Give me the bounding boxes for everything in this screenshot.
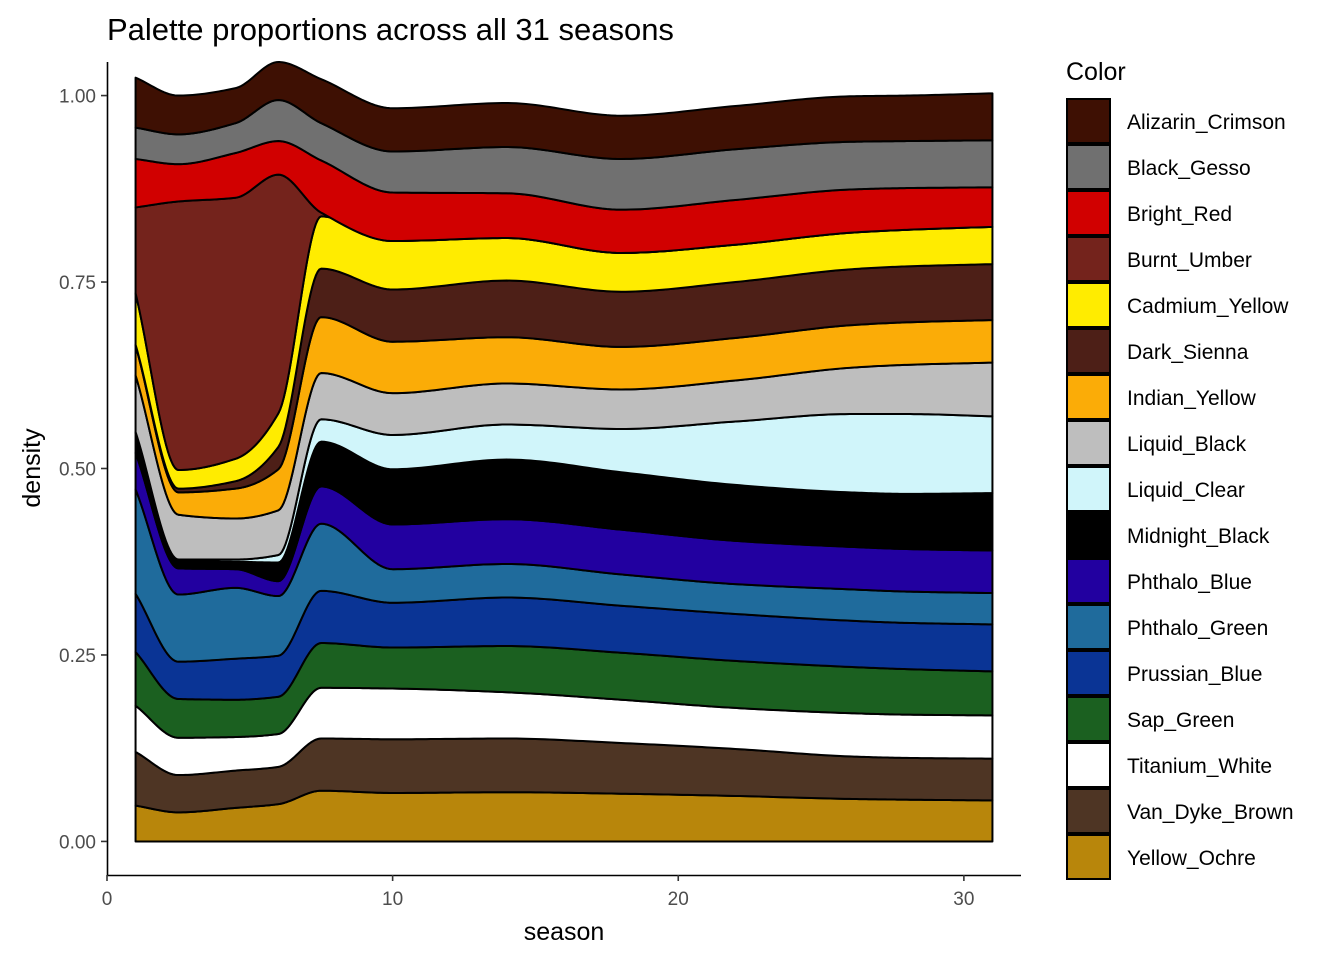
legend-phthalo-blue-label: Phthalo_Blue: [1127, 571, 1252, 594]
area-alizarin-crimson: [134, 61, 994, 160]
legend-titanium-white-swatch: [1066, 742, 1111, 788]
legend-bright-red-label: Bright_Red: [1127, 203, 1232, 226]
legend-van-dyke-brown-label: Van_Dyke_Brown: [1127, 801, 1294, 824]
legend-title: Color: [1066, 58, 1126, 86]
legend-burnt-umber-swatch: [1066, 236, 1111, 282]
legend-yellow-ochre-swatch: [1066, 834, 1111, 880]
legend-burnt-umber-label: Burnt_Umber: [1127, 249, 1252, 272]
y-tick-label: 0.25: [59, 646, 96, 667]
legend-indian-yellow-label: Indian_Yellow: [1127, 387, 1257, 410]
legend-yellow-ochre-label: Yellow_Ochre: [1127, 847, 1256, 870]
legend-liquid-black-swatch: [1066, 420, 1111, 466]
legend-alizarin-crimson-label: Alizarin_Crimson: [1127, 111, 1286, 134]
legend-dark-sienna-label: Dark_Sienna: [1127, 341, 1249, 364]
legend-alizarin-crimson-swatch: [1066, 98, 1111, 144]
legend-sap-green-swatch: [1066, 696, 1111, 742]
plot-area: [134, 61, 994, 843]
legend-midnight-black-label: Midnight_Black: [1127, 525, 1270, 548]
legend-liquid-black-label: Liquid_Black: [1127, 433, 1247, 456]
y-tick-label: 0.00: [59, 832, 96, 853]
legend-black-gesso-label: Black_Gesso: [1127, 157, 1251, 180]
x-axis-ticks: 0 10 20 30: [102, 875, 974, 910]
legend-liquid-clear-label: Liquid_Clear: [1127, 479, 1245, 502]
y-axis-ticks: 0.00 0.25 0.50 0.75 1.00: [59, 87, 107, 853]
x-axis-title: season: [524, 918, 605, 946]
legend-cadmium-yellow-swatch: [1066, 282, 1111, 328]
legend: Alizarin_Crimson Black_Gesso Bright_Red Bur…: [1066, 98, 1294, 880]
legend-midnight-black-swatch: [1066, 512, 1111, 558]
y-tick-label: 1.00: [59, 87, 96, 108]
x-tick-label: 10: [382, 889, 403, 910]
y-tick-label: 0.75: [59, 273, 96, 294]
legend-black-gesso-swatch: [1066, 144, 1111, 190]
legend-sap-green-label: Sap_Green: [1127, 709, 1234, 732]
legend-prussian-blue-label: Prussian_Blue: [1127, 663, 1262, 686]
x-tick-label: 30: [953, 889, 974, 910]
legend-prussian-blue-swatch: [1066, 650, 1111, 696]
legend-liquid-clear-swatch: [1066, 466, 1111, 512]
legend-bright-red-swatch: [1066, 190, 1111, 236]
legend-van-dyke-brown-swatch: [1066, 788, 1111, 834]
chart-title: Palette proportions across all 31 season…: [107, 12, 674, 47]
x-tick-label: 20: [668, 889, 689, 910]
y-tick-label: 0.50: [59, 460, 96, 481]
legend-phthalo-green-label: Phthalo_Green: [1127, 617, 1268, 640]
legend-indian-yellow-swatch: [1066, 374, 1111, 420]
x-tick-label: 0: [102, 889, 113, 910]
legend-dark-sienna-swatch: [1066, 328, 1111, 374]
legend-titanium-white-label: Titanium_White: [1127, 755, 1272, 778]
legend-phthalo-green-swatch: [1066, 604, 1111, 650]
legend-cadmium-yellow-label: Cadmium_Yellow: [1127, 295, 1289, 318]
legend-phthalo-blue-swatch: [1066, 558, 1111, 604]
y-axis-title: density: [18, 428, 46, 508]
